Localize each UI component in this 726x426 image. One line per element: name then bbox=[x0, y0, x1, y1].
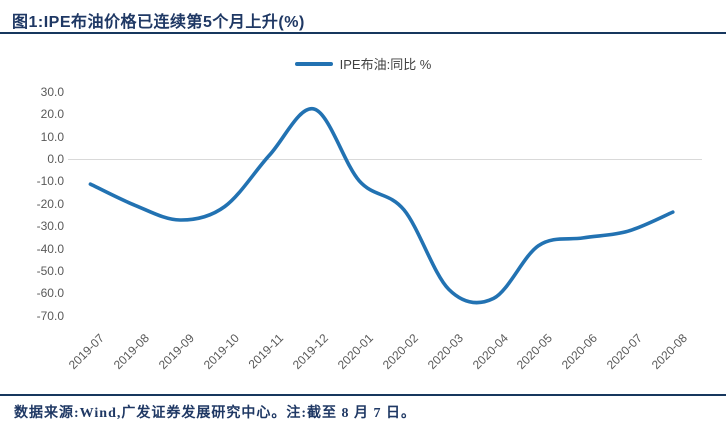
y-tick-label: 0.0 bbox=[47, 152, 64, 166]
legend-series-label: IPE布油:同比 % bbox=[339, 57, 432, 72]
y-tick-label: 20.0 bbox=[40, 107, 64, 122]
y-tick-label: 30.0 bbox=[40, 84, 64, 99]
y-tick-label: -70.0 bbox=[36, 308, 64, 323]
y-tick-label: -50.0 bbox=[36, 264, 64, 278]
title-divider bbox=[0, 32, 726, 34]
y-tick-label: -60.0 bbox=[36, 286, 64, 301]
chart-legend: IPE布油:同比 % bbox=[0, 54, 726, 73]
series-line bbox=[88, 107, 675, 305]
source-note: 数据来源:Wind,广发证券发展研究中心。注:截至 8 月 7 日。 bbox=[14, 406, 417, 421]
legend-line-icon bbox=[294, 61, 333, 66]
y-tick-label: -30.0 bbox=[36, 219, 64, 234]
y-tick-label: 10.0 bbox=[40, 129, 64, 144]
y-tick-label: -10.0 bbox=[36, 174, 64, 189]
y-tick-label: -20.0 bbox=[36, 196, 64, 211]
chart-title: 图1:IPE布油价格已连续第5个月上升(%) bbox=[12, 14, 305, 31]
y-tick-label: -40.0 bbox=[36, 241, 64, 256]
footer-divider bbox=[0, 394, 726, 396]
